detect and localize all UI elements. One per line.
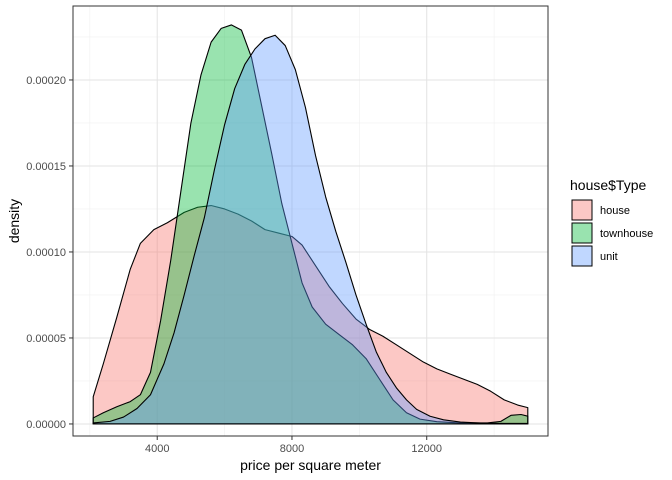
legend-title: house$Type: [570, 177, 646, 193]
legend-label-townhouse: townhouse: [600, 228, 653, 240]
x-axis-title: price per square meter: [240, 457, 381, 473]
legend: house$Type house townhouse unit: [570, 177, 653, 267]
panel-border: [72, 5, 549, 437]
x-tick-label: 12000: [411, 443, 442, 455]
y-tick-label: 0.00000: [26, 419, 66, 431]
y-tick-label: 0.00005: [26, 333, 66, 345]
density-area-unit: [92, 34, 529, 425]
x-tick-label: 4000: [145, 443, 169, 455]
legend-key-bg: [571, 199, 593, 221]
x-tick-label: 8000: [280, 443, 304, 455]
legend-swatch-townhouse: [571, 222, 593, 244]
legend-label-house: house: [600, 205, 630, 217]
y-tick-label: 0.00015: [26, 161, 66, 173]
legend-key-bg: [571, 245, 593, 267]
legend-key-bg: [571, 222, 593, 244]
grid-lines: [73, 6, 548, 436]
y-tick-label: 0.00010: [26, 247, 66, 259]
legend-swatch-house: [571, 199, 593, 221]
axis-ticks: 4000 8000 12000 0.00000 0.00005 0.00010 0.0001…: [26, 75, 442, 455]
y-axis-title: density: [6, 199, 22, 243]
density-areas: [92, 24, 529, 425]
legend-swatch-unit: [571, 245, 593, 267]
density-area-house: [92, 204, 529, 425]
y-tick-label: 0.00020: [26, 75, 66, 87]
legend-label-unit: unit: [600, 251, 618, 263]
